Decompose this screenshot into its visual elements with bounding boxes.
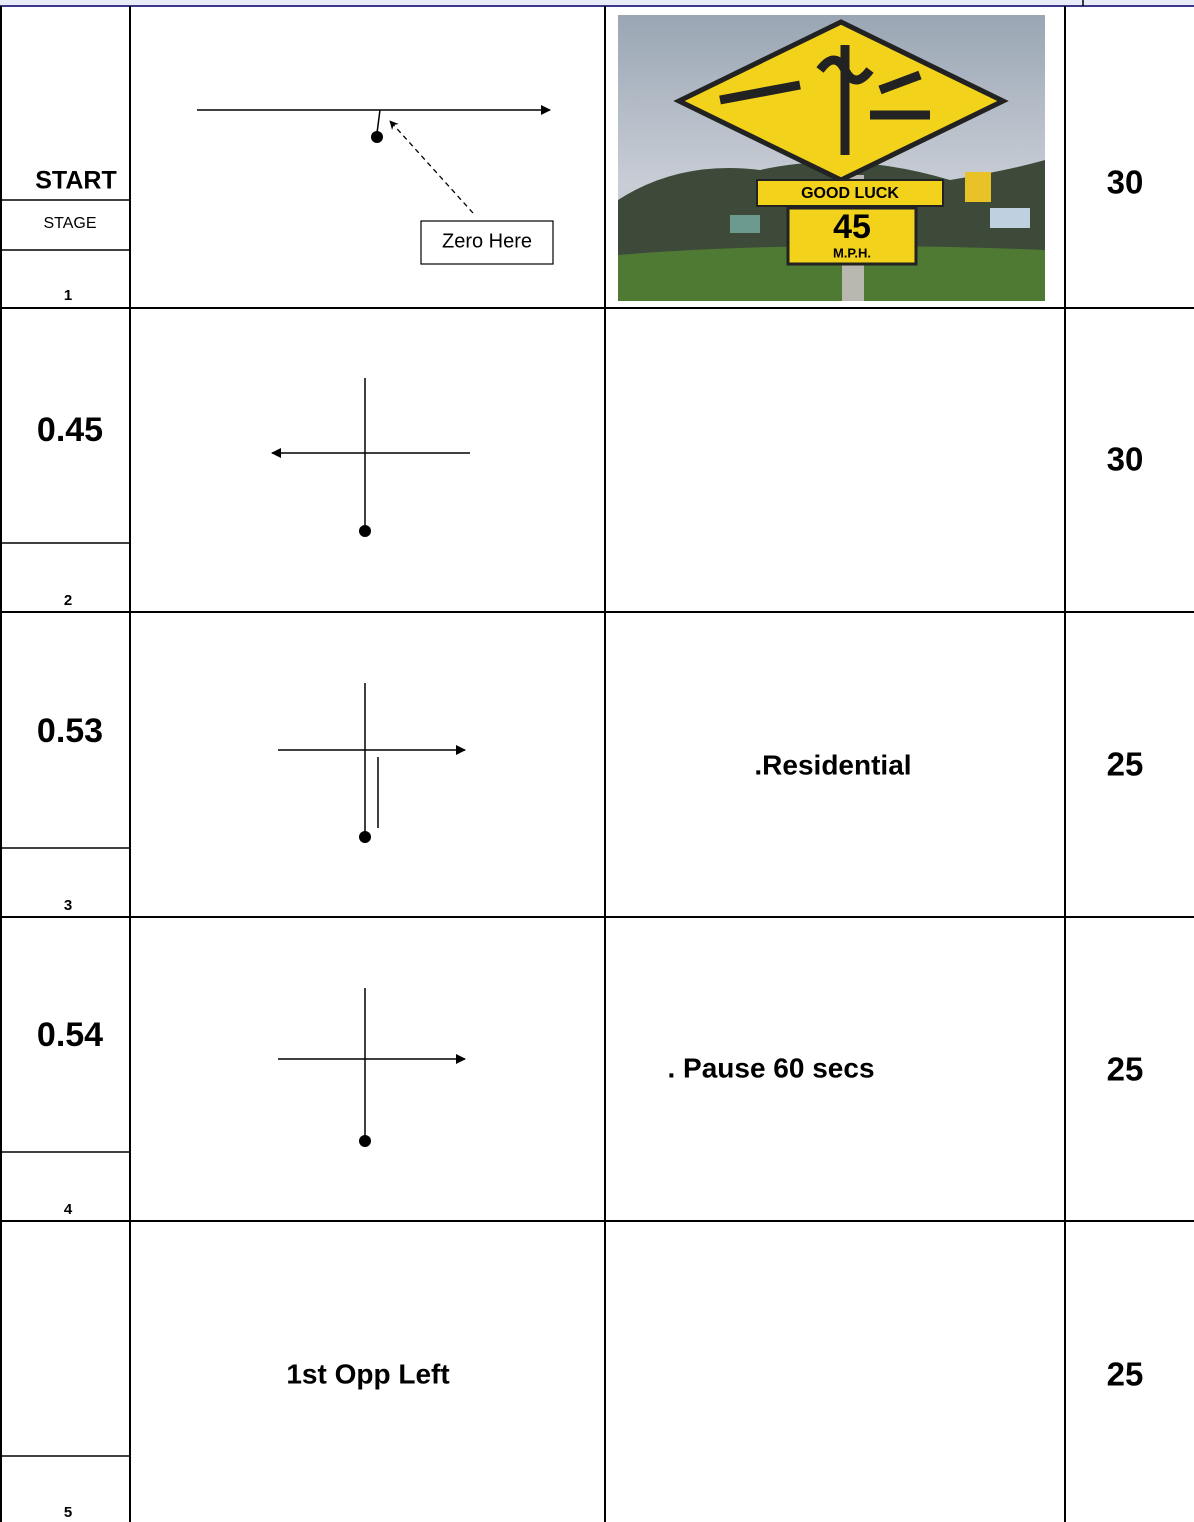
sign-caption: GOOD LUCK [801, 185, 899, 202]
sign-limit: 45 [833, 208, 871, 246]
sign-photo [618, 15, 1045, 301]
row-number: 4 [64, 1201, 73, 1218]
zero-note: Zero Here [442, 230, 532, 252]
speed: 30 [1107, 164, 1144, 201]
table-grid [0, 6, 1194, 1522]
stage-label: STAGE [43, 215, 96, 232]
row-number: 5 [64, 1504, 72, 1521]
tulip-diagram [278, 683, 466, 843]
tulip-diagram [197, 105, 554, 265]
row-number: 3 [64, 897, 72, 914]
speed: 25 [1107, 1051, 1144, 1088]
speed: 25 [1107, 746, 1144, 783]
distance: 0.53 [37, 712, 103, 750]
tulip-diagram [271, 378, 470, 537]
instruction: .Residential [754, 749, 911, 780]
distance: START [35, 167, 116, 195]
tulip-diagram [278, 988, 466, 1147]
speed: 25 [1107, 1356, 1144, 1393]
distance: 0.54 [37, 1016, 103, 1054]
speed: 30 [1107, 441, 1144, 478]
row-number: 2 [64, 592, 72, 609]
direction: 1st Opp Left [286, 1358, 449, 1389]
row-number: 1 [64, 287, 72, 304]
instruction: . Pause 60 secs [667, 1052, 874, 1083]
sign-unit: M.P.H. [833, 245, 871, 260]
distance: 0.45 [37, 411, 103, 449]
top-strip [0, 0, 1194, 6]
